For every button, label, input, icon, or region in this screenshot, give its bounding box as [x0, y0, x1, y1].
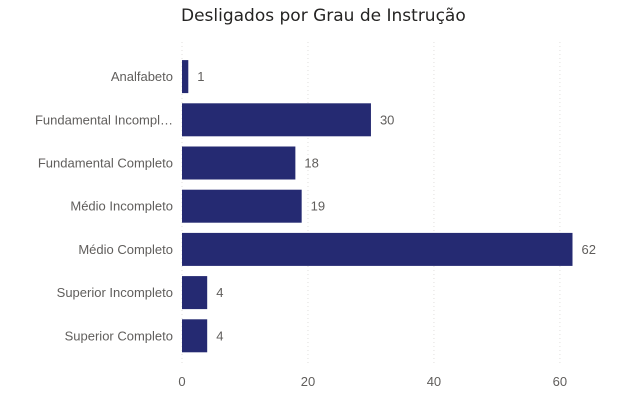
bar[interactable] [182, 103, 371, 137]
category-label: Médio Incompleto [70, 199, 173, 214]
bar[interactable] [182, 60, 189, 94]
data-label: 18 [304, 156, 318, 171]
data-label: 62 [582, 242, 596, 257]
data-label: 4 [216, 285, 223, 300]
x-tick-label: 0 [178, 374, 185, 389]
bar[interactable] [182, 319, 208, 353]
chart-title: Desligados por Grau de Instrução [181, 6, 466, 26]
category-label: Fundamental Incompl… [35, 112, 173, 127]
data-label: 1 [197, 69, 204, 84]
bar[interactable] [182, 189, 302, 223]
data-label: 30 [380, 112, 394, 127]
bar[interactable] [182, 146, 296, 180]
x-tick-label: 60 [553, 374, 567, 389]
category-label: Analfabeto [111, 69, 173, 84]
data-label: 4 [216, 328, 223, 343]
data-label: 19 [311, 199, 325, 214]
x-tick-label: 40 [427, 374, 441, 389]
bar[interactable] [182, 276, 208, 310]
category-label: Médio Completo [78, 242, 173, 257]
x-tick-label: 20 [301, 374, 315, 389]
category-label: Superior Incompleto [57, 285, 173, 300]
category-label: Fundamental Completo [38, 156, 173, 171]
category-label: Superior Completo [65, 328, 173, 343]
bar[interactable] [182, 232, 573, 266]
